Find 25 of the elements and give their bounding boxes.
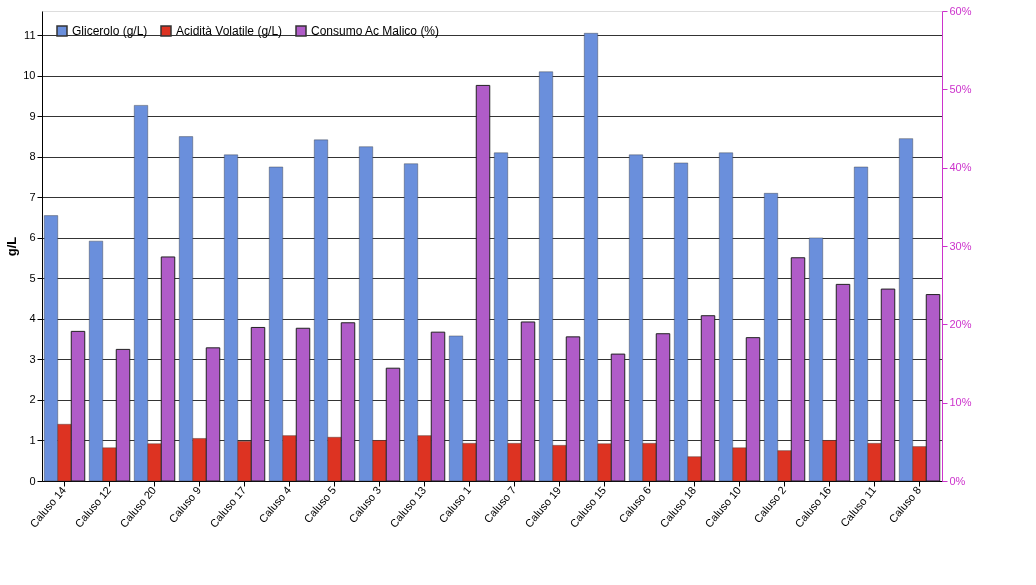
y-tick-label: 8	[29, 150, 36, 163]
y-tick-label: 7	[29, 190, 36, 203]
y-tick-label: 11	[24, 28, 36, 41]
y-tick-label: 5	[29, 271, 36, 284]
y2-tick-label: 40%	[949, 161, 972, 174]
y2-tick-label: 50%	[949, 82, 972, 95]
bar	[925, 294, 941, 482]
y-tick-label: 0	[29, 474, 36, 487]
y2-tick-label: 60%	[949, 4, 972, 17]
y2-tick-label: 20%	[949, 317, 972, 330]
y2-tick-label: 10%	[949, 396, 972, 409]
y-tick-label: 6	[29, 231, 36, 244]
y2-tick-label: 0%	[949, 474, 966, 487]
y-axis-title: g/L	[4, 236, 20, 257]
y-tick-label: 4	[29, 312, 36, 325]
y-tick-label: 3	[29, 352, 36, 365]
y-tick-label: 2	[29, 393, 36, 406]
bar	[565, 336, 581, 482]
y2-tick-label: 30%	[949, 239, 972, 252]
y-tick-label: 1	[29, 433, 36, 446]
y-tick-label: 10	[23, 69, 36, 82]
y-tick-label: 9	[29, 109, 36, 122]
legend-label: Acidità Volatile (g/L)	[176, 24, 283, 38]
legend-label: Glicerolo (g/L)	[72, 24, 148, 38]
legend-label: Consumo Ac Malico (%)	[311, 24, 440, 38]
